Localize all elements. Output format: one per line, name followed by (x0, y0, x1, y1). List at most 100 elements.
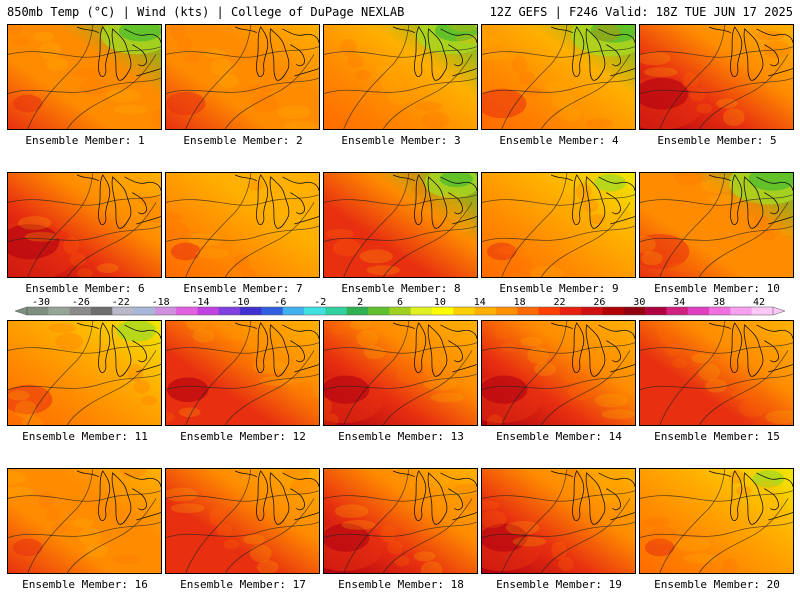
colorbar-swatch (709, 307, 731, 315)
colorbar-swatch (666, 307, 689, 315)
ensemble-map-3 (323, 24, 478, 130)
colorbar-swatch (602, 307, 625, 315)
ensemble-map-20 (639, 468, 794, 574)
temperature-field-15 (640, 321, 793, 425)
member-label-11: Ensemble Member: 11 (22, 430, 148, 443)
colorbar-swatch (304, 307, 326, 315)
colorbar-swatch (325, 307, 348, 315)
member-label-20: Ensemble Member: 20 (654, 578, 780, 591)
member-label-17: Ensemble Member: 17 (180, 578, 306, 591)
ensemble-map-19 (481, 468, 636, 574)
colorbar-tick-label: 34 (673, 297, 685, 308)
temperature-field-13 (324, 321, 477, 425)
ensemble-map-17 (165, 468, 320, 574)
temperature-field-19 (482, 469, 635, 573)
colorbar-swatch (261, 307, 284, 315)
colorbar-swatch (197, 307, 220, 315)
temperature-field-2 (166, 25, 319, 129)
colorbar-swatch (176, 307, 199, 315)
ensemble-map-2 (165, 24, 320, 130)
temperature-field-3 (324, 25, 477, 129)
ensemble-map-1 (7, 24, 162, 130)
ensemble-map-9 (481, 172, 636, 278)
ensemble-map-16 (7, 468, 162, 574)
header-title: 850mb Temp (°C) | Wind (kts) | College o… (7, 5, 405, 19)
colorbar-tick-label: 22 (554, 297, 566, 308)
colorbar-swatch (431, 307, 454, 315)
colorbar-tick-label: 2 (357, 297, 363, 308)
ensemble-map-6 (7, 172, 162, 278)
colorbar-swatch (730, 307, 753, 315)
member-label-16: Ensemble Member: 16 (22, 578, 148, 591)
ensemble-map-13 (323, 320, 478, 426)
member-label-18: Ensemble Member: 18 (338, 578, 464, 591)
member-label-8: Ensemble Member: 8 (341, 282, 461, 295)
ensemble-map-18 (323, 468, 478, 574)
colorbar-tick-label: -10 (231, 297, 249, 308)
temperature-field-16 (8, 469, 161, 573)
colorbar-swatch (389, 307, 412, 315)
colorbar-swatch (368, 307, 390, 315)
temperature-field-5 (640, 25, 793, 129)
temperature-field-20 (640, 469, 793, 573)
colorbar-swatch (453, 307, 476, 315)
temperature-field-11 (8, 321, 161, 425)
temperature-field-14 (482, 321, 635, 425)
colorbar-swatch (133, 307, 156, 315)
ensemble-map-15 (639, 320, 794, 426)
member-label-6: Ensemble Member: 6 (25, 282, 145, 295)
member-label-7: Ensemble Member: 7 (183, 282, 303, 295)
ensemble-map-12 (165, 320, 320, 426)
temperature-field-17 (166, 469, 319, 573)
colorbar-tick-label: -2 (314, 297, 326, 308)
colorbar-right-arrow (772, 306, 785, 316)
temperature-field-7 (166, 173, 319, 277)
colorbar-swatch (538, 307, 561, 315)
temperature-field-10 (640, 173, 793, 277)
colorbar-swatch (346, 307, 369, 315)
colorbar-swatch (410, 307, 433, 315)
colorbar-swatch (48, 307, 71, 315)
member-label-13: Ensemble Member: 13 (338, 430, 464, 443)
colorbar-swatch (751, 307, 774, 315)
colorbar-swatch (645, 307, 667, 315)
ensemble-map-10 (639, 172, 794, 278)
member-label-15: Ensemble Member: 15 (654, 430, 780, 443)
colorbar-swatch (517, 307, 540, 315)
member-label-10: Ensemble Member: 10 (654, 282, 780, 295)
colorbar-tick-label: -14 (192, 297, 210, 308)
colorbar-swatch (112, 307, 135, 315)
colorbar-swatch (154, 307, 177, 315)
temperature-field-6 (8, 173, 161, 277)
colorbar-tick-label: -22 (112, 297, 130, 308)
colorbar-swatch (581, 307, 603, 315)
member-label-1: Ensemble Member: 1 (25, 134, 145, 147)
colorbar-swatch (687, 307, 710, 315)
colorbar-swatch (90, 307, 113, 315)
colorbar-tick-label: -6 (274, 297, 286, 308)
colorbar-tick-label: -26 (72, 297, 90, 308)
temperature-field-8 (324, 173, 477, 277)
colorbar-swatch (240, 307, 262, 315)
member-label-9: Ensemble Member: 9 (499, 282, 619, 295)
member-label-4: Ensemble Member: 4 (499, 134, 619, 147)
colorbar-swatch (474, 307, 497, 315)
colorbar-swatch (69, 307, 92, 315)
colorbar-tick-label: -18 (152, 297, 170, 308)
colorbar-tick-label: 14 (474, 297, 486, 308)
temperature-field-4 (482, 25, 635, 129)
member-label-2: Ensemble Member: 2 (183, 134, 303, 147)
colorbar-tick-label: 10 (434, 297, 446, 308)
header-run-info: 12Z GEFS | F246 Valid: 18Z TUE JUN 17 20… (489, 5, 793, 19)
colorbar-tick-label: 6 (397, 297, 403, 308)
colorbar-left-arrow (15, 306, 28, 316)
colorbar-swatch (559, 307, 582, 315)
colorbar-tick-label: 26 (593, 297, 605, 308)
ensemble-map-14 (481, 320, 636, 426)
colorbar-tick-label: 18 (514, 297, 526, 308)
ensemble-map-4 (481, 24, 636, 130)
ensemble-map-8 (323, 172, 478, 278)
member-label-12: Ensemble Member: 12 (180, 430, 306, 443)
temperature-field-1 (8, 25, 161, 129)
ensemble-map-5 (639, 24, 794, 130)
